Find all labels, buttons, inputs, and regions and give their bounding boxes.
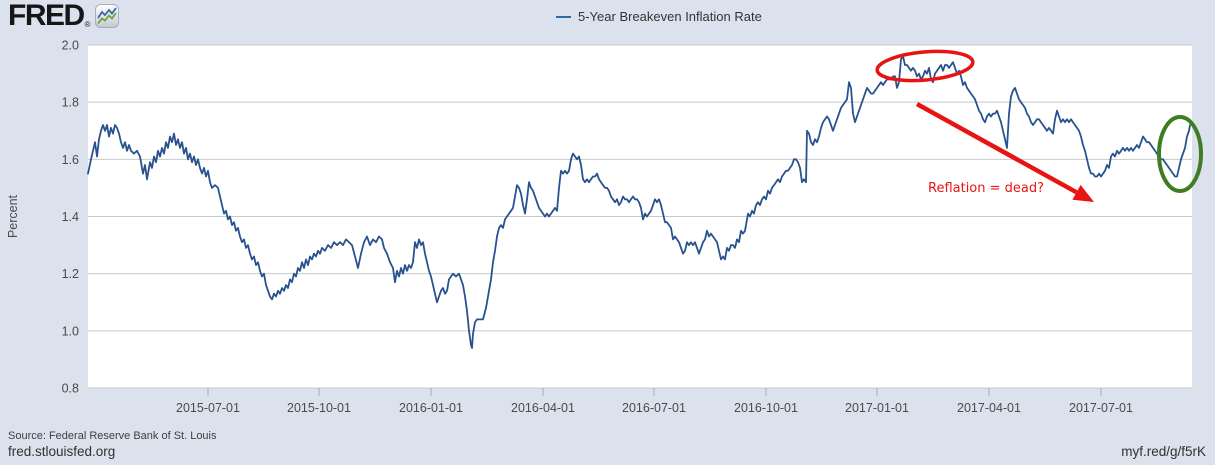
x-tick-label: 2016-04-01 xyxy=(511,401,575,415)
y-tick-label: 1.2 xyxy=(62,267,79,281)
x-tick-label: 2015-10-01 xyxy=(287,401,351,415)
red-arrow-shaft xyxy=(915,102,1078,195)
y-axis-title: Percent xyxy=(6,194,20,238)
fred-site-link[interactable]: fred.stlouisfed.org xyxy=(8,444,116,459)
x-tick-label: 2016-01-01 xyxy=(399,401,463,415)
y-tick-label: 1.0 xyxy=(62,324,79,338)
y-tick-label: 1.6 xyxy=(62,153,79,167)
short-url-link[interactable]: myf.red/g/f5rK xyxy=(1121,444,1206,459)
x-tick-label: 2017-07-01 xyxy=(1069,401,1133,415)
x-tick-label: 2016-07-01 xyxy=(622,401,686,415)
red-arrow-head xyxy=(1072,184,1094,202)
fred-logo-chart-icon xyxy=(94,4,119,28)
fred-logo[interactable]: FRED ® xyxy=(8,1,119,31)
x-tick-label: 2017-04-01 xyxy=(957,401,1021,415)
red-ellipse-annotation xyxy=(875,49,975,83)
legend-series-label: 5-Year Breakeven Inflation Rate xyxy=(578,9,762,24)
legend-line-swatch xyxy=(556,15,571,18)
y-tick-label: 2.0 xyxy=(62,39,79,53)
green-ellipse-annotation xyxy=(1157,115,1203,193)
y-tick-label: 0.8 xyxy=(62,382,79,396)
series-line-5y-breakeven[interactable] xyxy=(87,55,1191,349)
fred-logo-text: FRED xyxy=(8,0,85,32)
y-tick-label: 1.8 xyxy=(62,96,79,110)
chart-legend[interactable]: 5-Year Breakeven Inflation Rate xyxy=(556,9,762,24)
x-tick-label: 2016-10-01 xyxy=(734,401,798,415)
source-attribution: Source: Federal Reserve Bank of St. Loui… xyxy=(8,430,217,442)
registered-trademark-symbol: ® xyxy=(84,20,91,29)
reflation-dead-annotation-text: Reflation = dead? xyxy=(928,181,1044,196)
x-tick-label: 2015-07-01 xyxy=(176,401,240,415)
y-tick-label: 1.4 xyxy=(62,210,79,224)
x-tick-label: 2017-01-01 xyxy=(845,401,909,415)
